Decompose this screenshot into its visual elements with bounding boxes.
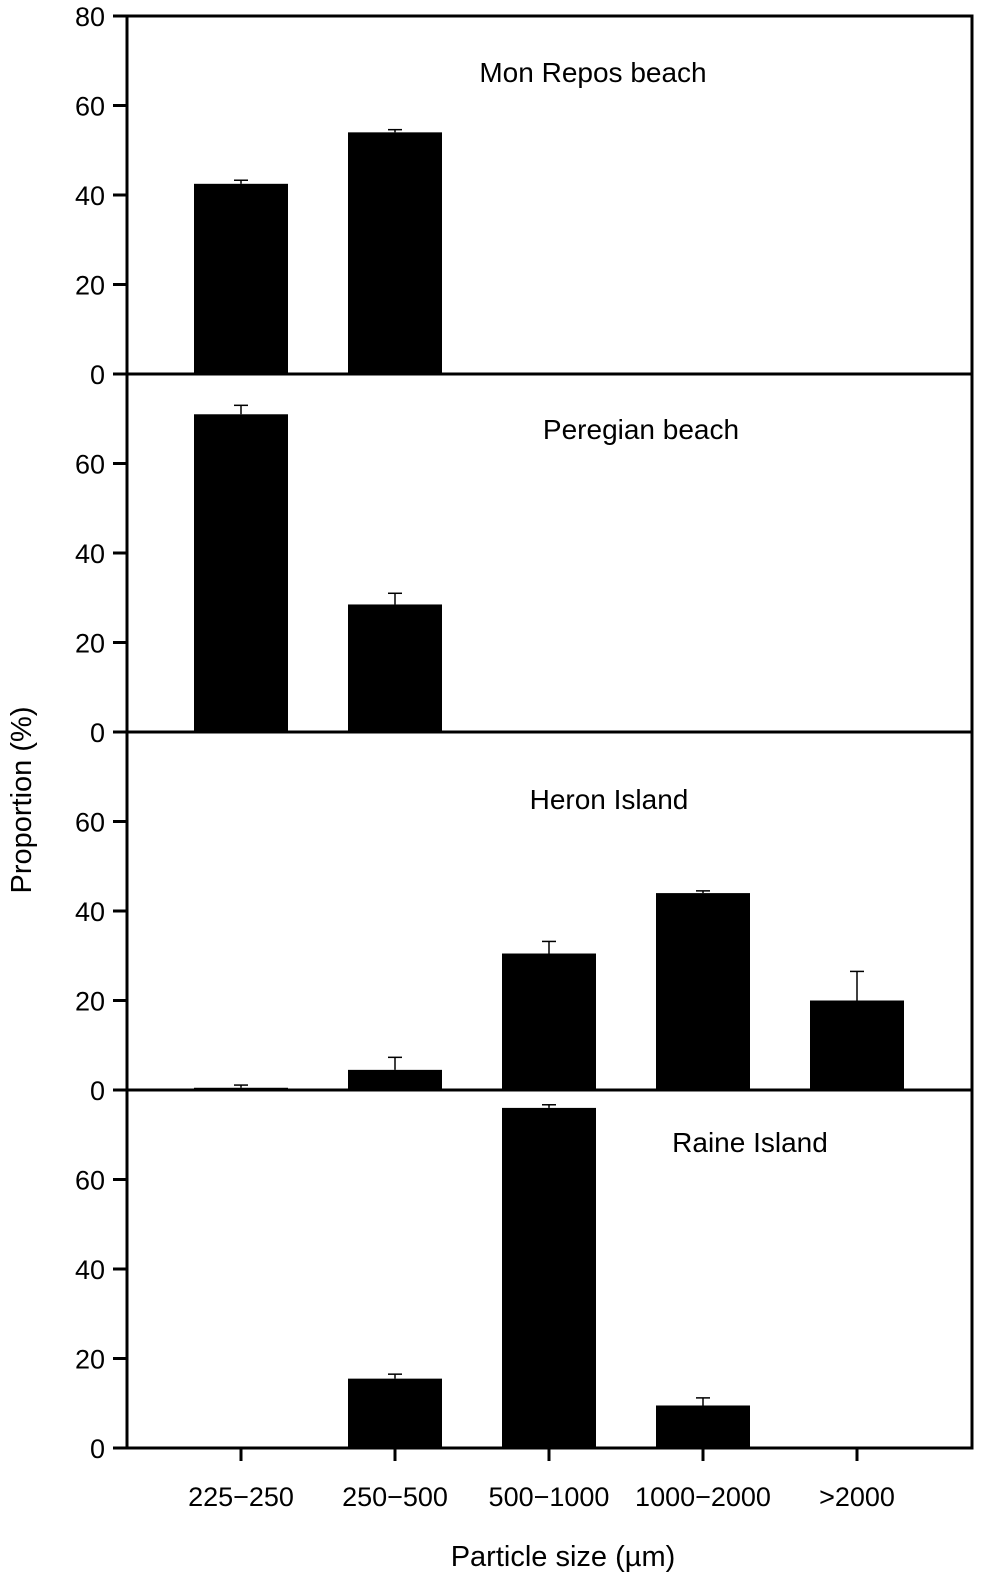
x-tick-label: 500−1000 bbox=[489, 1482, 610, 1512]
bar bbox=[656, 1405, 750, 1448]
y-tick-label: 80 bbox=[75, 2, 105, 32]
panel-title: Raine Island bbox=[672, 1127, 828, 1158]
bar bbox=[810, 1000, 904, 1090]
y-tick-label: 60 bbox=[75, 808, 105, 838]
y-tick-label: 20 bbox=[75, 271, 105, 301]
x-axis-label: Particle size (µm) bbox=[451, 1541, 676, 1573]
y-tick-label: 40 bbox=[75, 897, 105, 927]
bar bbox=[348, 1378, 442, 1448]
bar bbox=[502, 1107, 596, 1448]
bar bbox=[656, 893, 750, 1090]
y-tick-label: 0 bbox=[90, 718, 105, 748]
bar bbox=[348, 132, 442, 374]
y-tick-label: 40 bbox=[75, 539, 105, 569]
x-tick-label: 225−250 bbox=[188, 1482, 294, 1512]
y-tick-label: 20 bbox=[75, 987, 105, 1017]
y-tick-label: 40 bbox=[75, 1255, 105, 1285]
y-tick-label: 0 bbox=[90, 1076, 105, 1106]
y-tick-label: 60 bbox=[75, 450, 105, 480]
panel-title: Mon Repos beach bbox=[479, 57, 706, 88]
bar bbox=[348, 1069, 442, 1090]
bar bbox=[194, 414, 288, 732]
bar bbox=[348, 604, 442, 732]
bar bbox=[194, 183, 288, 374]
chart-panels: 0 20 40 60 80 Mon Repos beach 0 20 40 60 Peregian … bbox=[75, 2, 974, 1512]
y-tick-label: 0 bbox=[90, 360, 105, 390]
y-tick-label: 0 bbox=[90, 1434, 105, 1464]
y-tick-label: 20 bbox=[75, 1345, 105, 1375]
x-tick-label: 1000−2000 bbox=[635, 1482, 771, 1512]
y-tick-label: 60 bbox=[75, 92, 105, 122]
x-tick-label: 250−500 bbox=[342, 1482, 448, 1512]
y-axis-label: Proportion (%) bbox=[6, 707, 38, 894]
panel-title: Heron Island bbox=[530, 784, 689, 815]
y-tick-label: 60 bbox=[75, 1166, 105, 1196]
x-tick-label: >2000 bbox=[819, 1482, 895, 1512]
y-tick-label: 20 bbox=[75, 629, 105, 659]
y-tick-label: 40 bbox=[75, 181, 105, 211]
panel-title: Peregian beach bbox=[543, 414, 739, 445]
bar bbox=[502, 953, 596, 1090]
